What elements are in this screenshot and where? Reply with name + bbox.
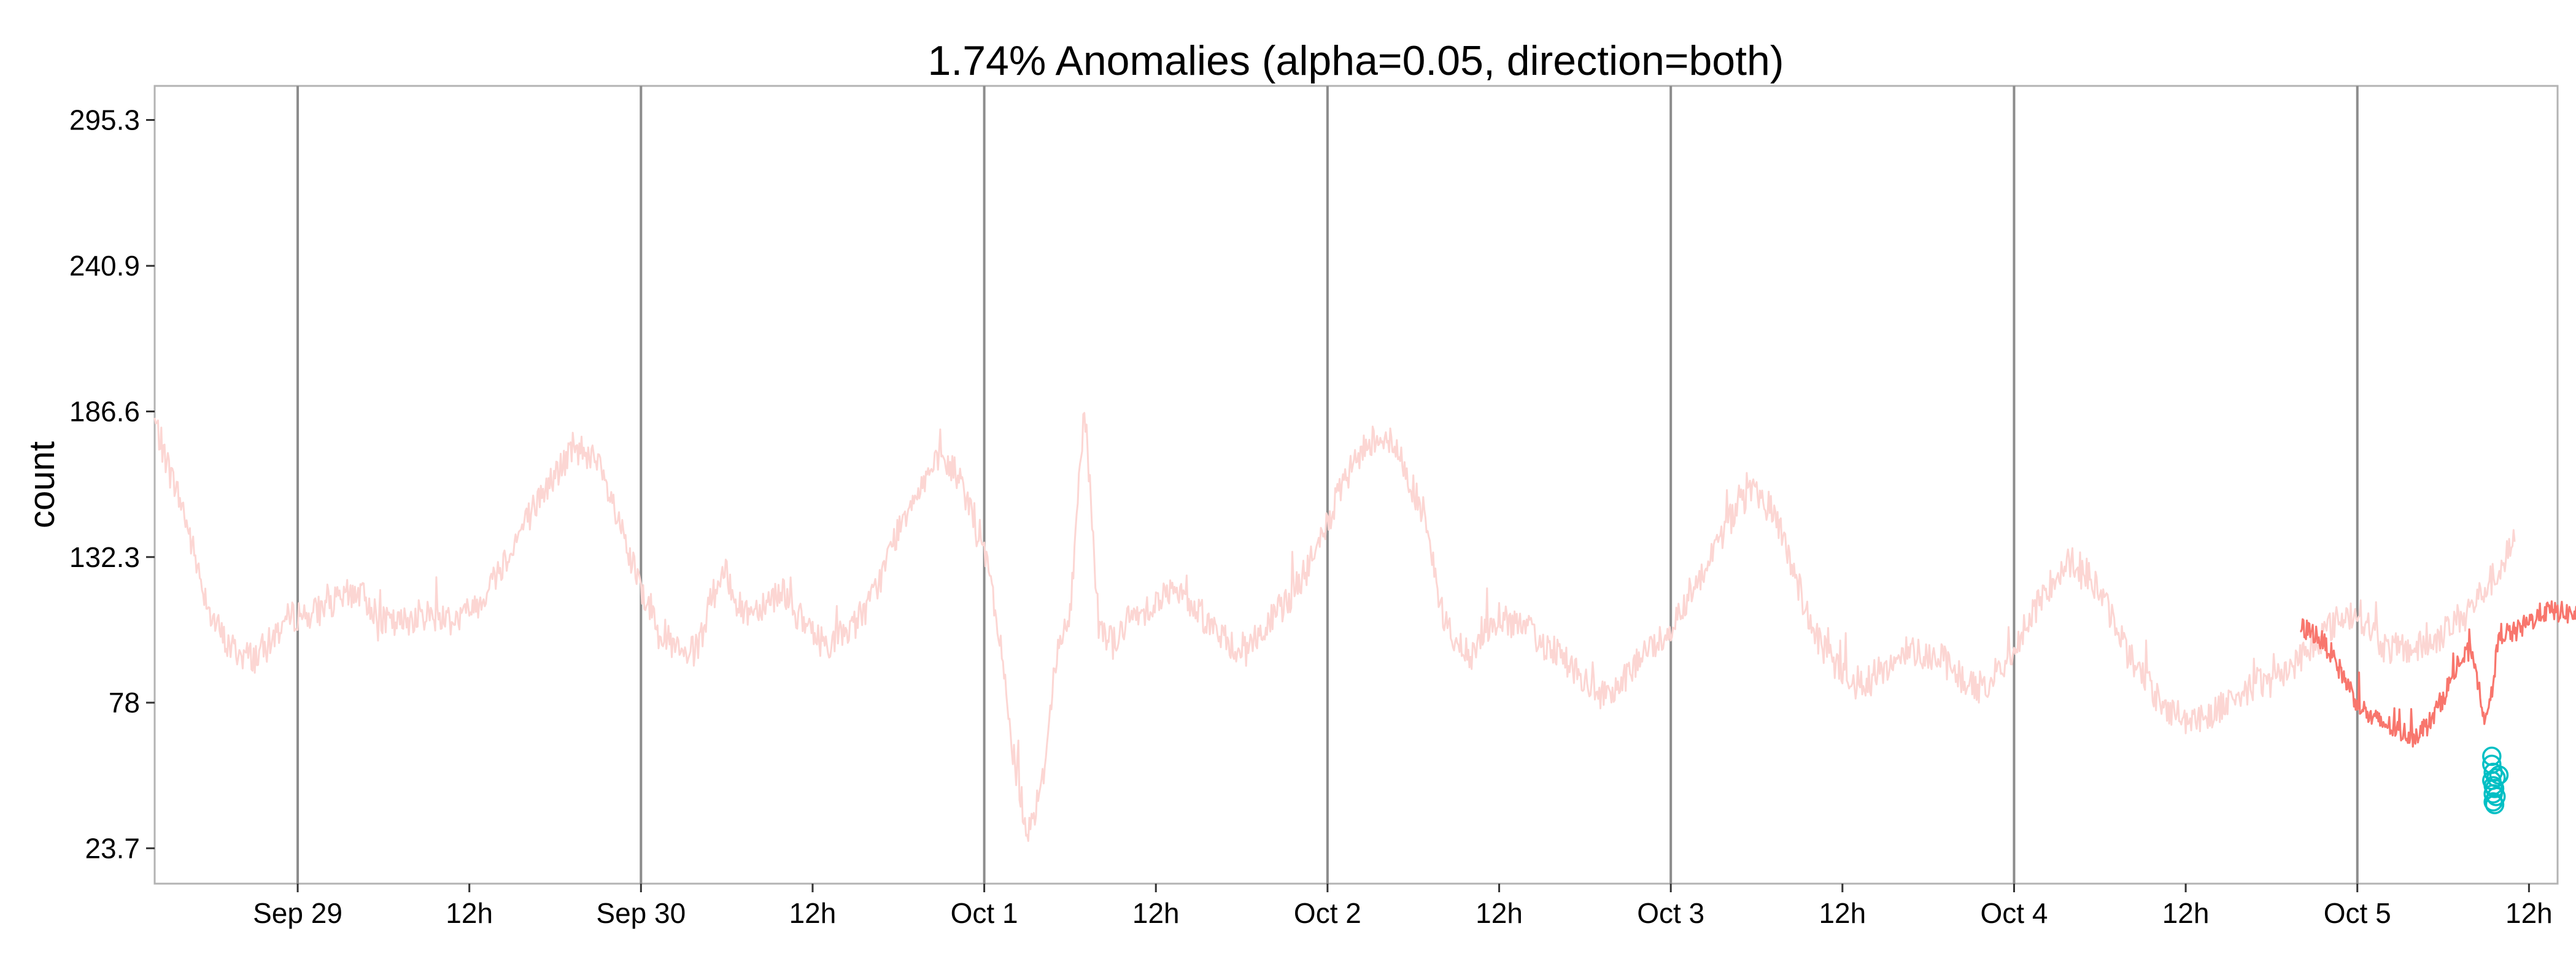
x-tick-label-5: 12h — [1132, 897, 1180, 929]
anomaly-point-10 — [2486, 768, 2506, 788]
day-boundary-lines — [296, 86, 2359, 884]
plot-panel — [153, 85, 2559, 885]
x-tick-label-13: 12h — [2505, 897, 2553, 929]
y-axis-title: count — [22, 441, 62, 528]
x-tick-label-1: 12h — [446, 897, 493, 929]
y-tick-label-0: 23.7 — [85, 832, 140, 864]
anomaly-point-1 — [2482, 754, 2502, 774]
y-axis: 23.7 78 132.3 186.6 240.9 295.3 — [69, 104, 155, 864]
y-tick-label-3: 186.6 — [69, 395, 140, 427]
anomaly-point-9 — [2483, 776, 2503, 796]
anomaly-point-7 — [2485, 795, 2505, 814]
anomaly-point-11 — [2489, 765, 2509, 785]
x-tick-label-0: Sep 29 — [253, 897, 342, 929]
y-tick-label-5: 295.3 — [69, 104, 140, 136]
chart-title: 1.74% Anomalies (alpha=0.05, direction=b… — [928, 37, 1784, 84]
x-tick-label-2: Sep 30 — [596, 897, 686, 929]
x-axis: Sep 29 12h Sep 30 12h Oct 1 12h Oct 2 12h Oct 3 1… — [253, 884, 2553, 929]
series-line-history — [153, 412, 2516, 842]
series-layer — [153, 412, 2576, 842]
anomaly-point-8 — [2486, 787, 2506, 806]
x-tick-label-11: 12h — [2162, 897, 2210, 929]
x-tick-label-8: Oct 3 — [1637, 897, 1704, 929]
x-tick-label-9: 12h — [1819, 897, 1866, 929]
series-line-recent — [2300, 600, 2576, 748]
x-tick-label-10: Oct 4 — [1980, 897, 2048, 929]
x-tick-label-4: Oct 1 — [951, 897, 1018, 929]
x-tick-label-3: 12h — [789, 897, 837, 929]
y-tick-label-4: 240.9 — [69, 250, 140, 282]
y-tick-label-1: 78 — [109, 687, 140, 719]
x-tick-label-12: Oct 5 — [2324, 897, 2391, 929]
x-tick-label-6: Oct 2 — [1294, 897, 1361, 929]
y-tick-label-2: 132.3 — [69, 541, 140, 573]
anomaly-layer — [2482, 746, 2509, 814]
x-tick-label-7: 12h — [1476, 897, 1523, 929]
